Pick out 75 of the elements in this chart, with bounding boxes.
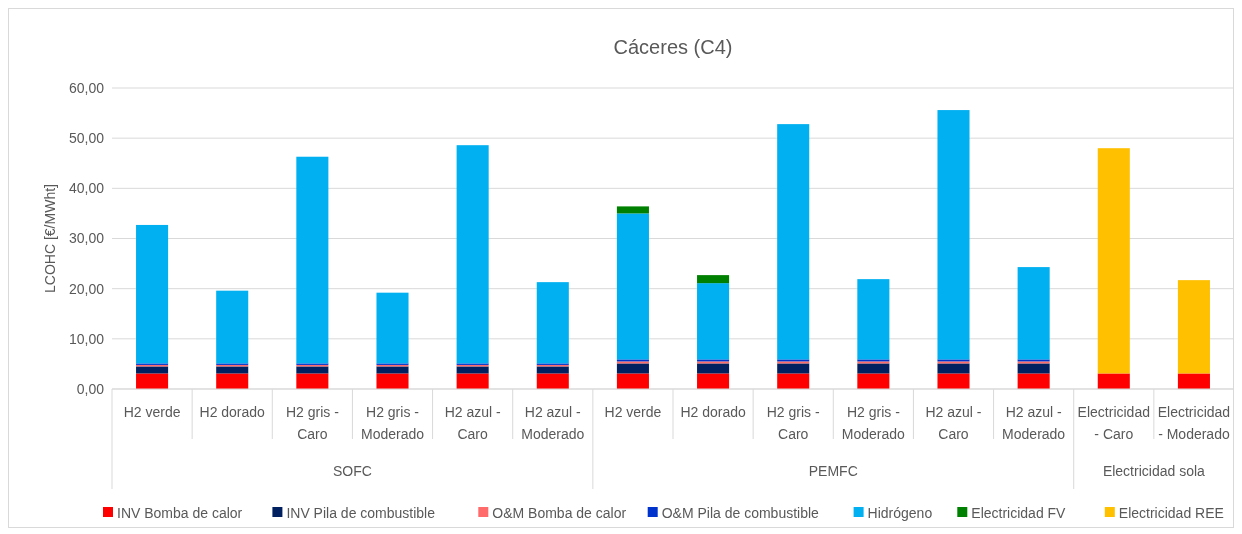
- bar: [937, 363, 970, 374]
- x-tick-label: H2 dorado: [199, 404, 266, 420]
- x-tick-label: H2 gris - Moderado: [360, 404, 425, 442]
- legend-label: INV Bomba de calor: [117, 505, 243, 521]
- bar: [456, 373, 489, 389]
- text: SOFC: [332, 463, 372, 479]
- bar: [697, 283, 730, 360]
- y-tick-label: 20,00: [68, 280, 105, 297]
- bar: [376, 292, 409, 364]
- bar: [1097, 373, 1130, 389]
- bar: [777, 363, 810, 374]
- bar: [216, 373, 249, 389]
- bar: [536, 282, 569, 364]
- x-tick-label: H2 azul - Caro: [444, 404, 501, 442]
- x-tick-label: H2 gris - Caro: [285, 404, 340, 442]
- bar: [136, 224, 169, 364]
- bar: [536, 373, 569, 389]
- bar: [456, 145, 489, 364]
- bar: [697, 275, 730, 284]
- bar: [1017, 267, 1050, 360]
- y-tick-label: 60,00: [68, 79, 105, 96]
- bar: [616, 206, 649, 214]
- bar: [1097, 148, 1130, 374]
- text: PEMFC: [808, 463, 858, 479]
- y-tick-label: 40,00: [68, 180, 105, 197]
- y-tick-label: 10,00: [68, 330, 105, 347]
- text: Electricidad sola: [1102, 463, 1206, 479]
- bar: [616, 363, 649, 374]
- bar: [1017, 363, 1050, 374]
- y-tick-label: 50,00: [68, 130, 105, 147]
- bar: [777, 124, 810, 360]
- bar: [296, 156, 329, 364]
- y-tick-label: 0,00: [76, 380, 105, 397]
- x-tick-label: H2 azul - Moderado: [521, 404, 585, 442]
- legend-label: O&M Pila de combustible: [661, 505, 820, 521]
- x-tick-label: H2 gris - Moderado: [841, 404, 906, 442]
- bar: [857, 373, 890, 389]
- legend-label: Electricidad FV: [971, 505, 1067, 521]
- chart-title: Cáceres (C4): [613, 36, 733, 58]
- bar: [296, 366, 329, 374]
- y-tick-label: 30,00: [68, 230, 105, 247]
- bar: [216, 290, 249, 364]
- bar: [777, 373, 810, 389]
- x-tick-label: H2 verde: [604, 404, 662, 420]
- bar: [937, 110, 970, 360]
- x-tick-label: Electricidad - Moderado: [1157, 404, 1231, 442]
- bar: [857, 279, 890, 360]
- bar: [136, 366, 169, 374]
- x-tick-label: H2 azul - Moderado: [1002, 404, 1066, 442]
- bar: [616, 373, 649, 389]
- bar: [216, 366, 249, 374]
- x-tick-label: H2 gris - Caro: [766, 404, 820, 442]
- bar: [937, 373, 970, 389]
- bar: [536, 366, 569, 374]
- bar: [1177, 373, 1210, 389]
- x-tick-label: H2 verde: [123, 404, 181, 420]
- bar: [857, 363, 890, 374]
- bar: [1177, 280, 1210, 374]
- bar: [697, 373, 730, 389]
- bar: [376, 373, 409, 389]
- legend-label: O&M Bomba de calor: [492, 505, 627, 521]
- bar: [456, 366, 489, 374]
- bar: [697, 363, 730, 374]
- bar: [616, 213, 649, 360]
- bar: [296, 373, 329, 389]
- x-tick-label: H2 azul - Caro: [925, 404, 982, 442]
- x-tick-label: Electricidad - Caro: [1077, 404, 1150, 442]
- y-axis-title: LCOHC [€/MWht]: [42, 184, 58, 293]
- bar: [136, 373, 169, 389]
- legend-label: INV Pila de combustible: [286, 505, 436, 521]
- legend-label: Electricidad REE: [1118, 505, 1224, 521]
- x-tick-label: H2 dorado: [680, 404, 746, 420]
- bar: [1017, 373, 1050, 389]
- legend-label: Hidrógeno: [867, 505, 933, 521]
- bar: [376, 366, 409, 374]
